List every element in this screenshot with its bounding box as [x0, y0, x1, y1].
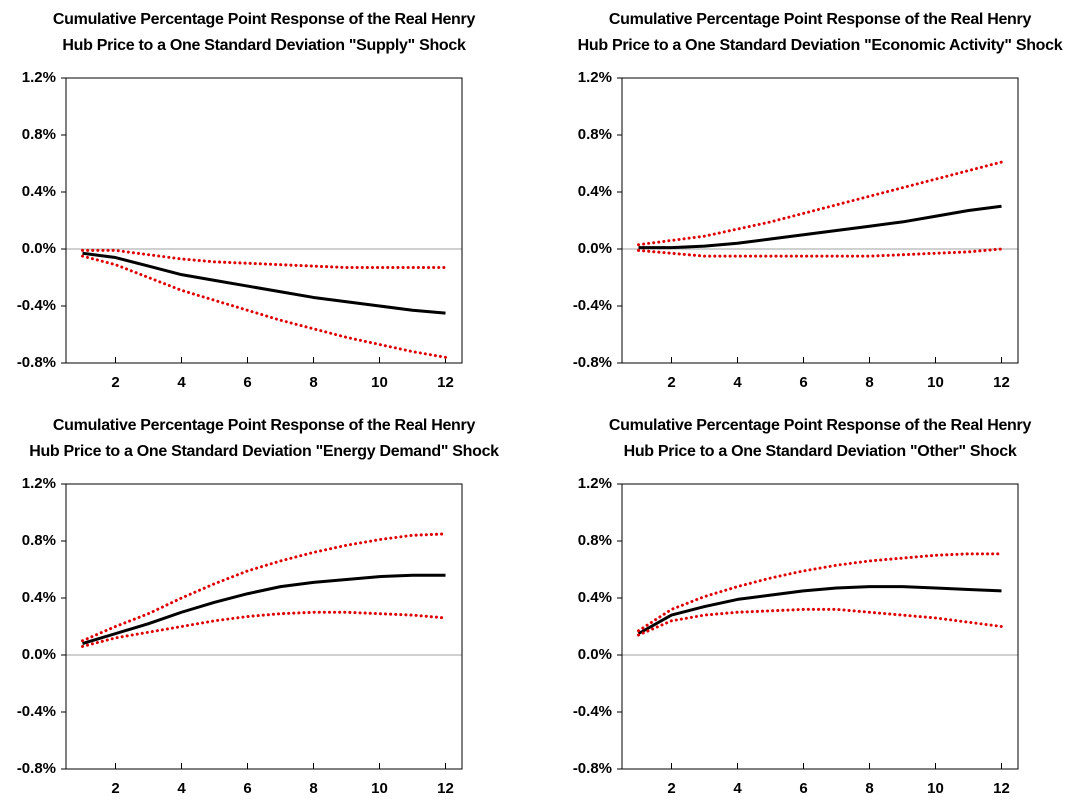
x-tick-label: 4	[177, 780, 186, 797]
series-line	[82, 573, 446, 646]
y-tick-label: 0.0%	[578, 646, 612, 663]
x-tick-label: 2	[667, 374, 675, 391]
x-tick-label: 4	[733, 374, 742, 391]
series-line	[637, 160, 1003, 247]
x-tick-label: 6	[243, 374, 251, 391]
plot-frame	[621, 483, 1019, 770]
x-tick-label: 4	[733, 780, 742, 797]
plot-frame	[621, 77, 1019, 364]
y-tick-label: 0.8%	[22, 126, 56, 143]
series-line	[81, 254, 447, 359]
x-tick-label: 6	[243, 780, 251, 797]
y-tick-label: 1.2%	[22, 69, 56, 86]
y-tick-label: 0.8%	[578, 532, 612, 549]
x-tick-label: 8	[865, 780, 873, 797]
x-tick-label: 8	[309, 374, 317, 391]
chart-title: Hub Price to a One Standard Deviation "S…	[62, 37, 466, 54]
series-line	[81, 248, 447, 270]
series-line	[637, 585, 1002, 635]
x-tick-label: 12	[993, 780, 1010, 797]
chart-panel: Cumulative Percentage Point Response of …	[17, 417, 500, 797]
y-tick-label: 1.2%	[22, 475, 56, 492]
x-tick-label: 12	[993, 374, 1010, 391]
y-tick-label: 0.4%	[22, 183, 56, 200]
x-tick-label: 10	[927, 374, 944, 391]
chart-title: Hub Price to a One Standard Deviation "E…	[29, 443, 499, 460]
chart-title: Cumulative Percentage Point Response of …	[609, 11, 1032, 28]
chart-title: Cumulative Percentage Point Response of …	[609, 417, 1032, 434]
y-tick-label: -0.4%	[17, 703, 56, 720]
plot-frame	[65, 77, 463, 364]
y-tick-label: 0.0%	[22, 240, 56, 257]
x-tick-label: 6	[799, 374, 807, 391]
y-tick-label: 0.0%	[22, 646, 56, 663]
y-tick-label: 0.4%	[578, 183, 612, 200]
x-tick-label: 12	[437, 374, 454, 391]
x-tick-label: 2	[111, 780, 119, 797]
series-line	[638, 204, 1002, 250]
x-tick-label: 2	[667, 780, 675, 797]
series-line	[637, 552, 1003, 633]
y-tick-label: -0.8%	[17, 354, 56, 371]
chart-title: Cumulative Percentage Point Response of …	[53, 417, 476, 434]
y-tick-label: 0.4%	[578, 589, 612, 606]
x-tick-label: 8	[865, 374, 873, 391]
series-line	[81, 532, 447, 643]
chart-panel: Cumulative Percentage Point Response of …	[573, 417, 1032, 797]
x-tick-label: 4	[177, 374, 186, 391]
series-line	[637, 607, 1003, 637]
y-tick-label: -0.8%	[17, 760, 56, 777]
x-tick-label: 2	[111, 374, 119, 391]
series-line	[81, 610, 447, 648]
y-tick-label: -0.4%	[573, 297, 612, 314]
y-tick-label: -0.4%	[17, 297, 56, 314]
x-tick-label: 6	[799, 780, 807, 797]
y-tick-label: -0.4%	[573, 703, 612, 720]
y-tick-label: 0.4%	[22, 589, 56, 606]
y-tick-label: 1.2%	[578, 69, 612, 86]
x-tick-label: 10	[927, 780, 944, 797]
series-line	[637, 247, 1003, 258]
chart-panel: Cumulative Percentage Point Response of …	[573, 11, 1063, 391]
y-tick-label: -0.8%	[573, 760, 612, 777]
y-tick-label: 0.8%	[22, 532, 56, 549]
series-line	[82, 251, 446, 315]
x-tick-label: 10	[371, 374, 388, 391]
chart-panel: Cumulative Percentage Point Response of …	[17, 11, 476, 391]
chart-title: Hub Price to a One Standard Deviation "O…	[624, 443, 1017, 460]
y-tick-label: 0.8%	[578, 126, 612, 143]
x-tick-label: 12	[437, 780, 454, 797]
x-tick-label: 10	[371, 780, 388, 797]
y-tick-label: -0.8%	[573, 354, 612, 371]
y-tick-label: 0.0%	[578, 240, 612, 257]
x-tick-label: 8	[309, 780, 317, 797]
chart-title: Cumulative Percentage Point Response of …	[53, 11, 476, 28]
chart-title: Hub Price to a One Standard Deviation "E…	[578, 37, 1063, 54]
plot-frame	[65, 483, 463, 770]
y-tick-label: 1.2%	[578, 475, 612, 492]
